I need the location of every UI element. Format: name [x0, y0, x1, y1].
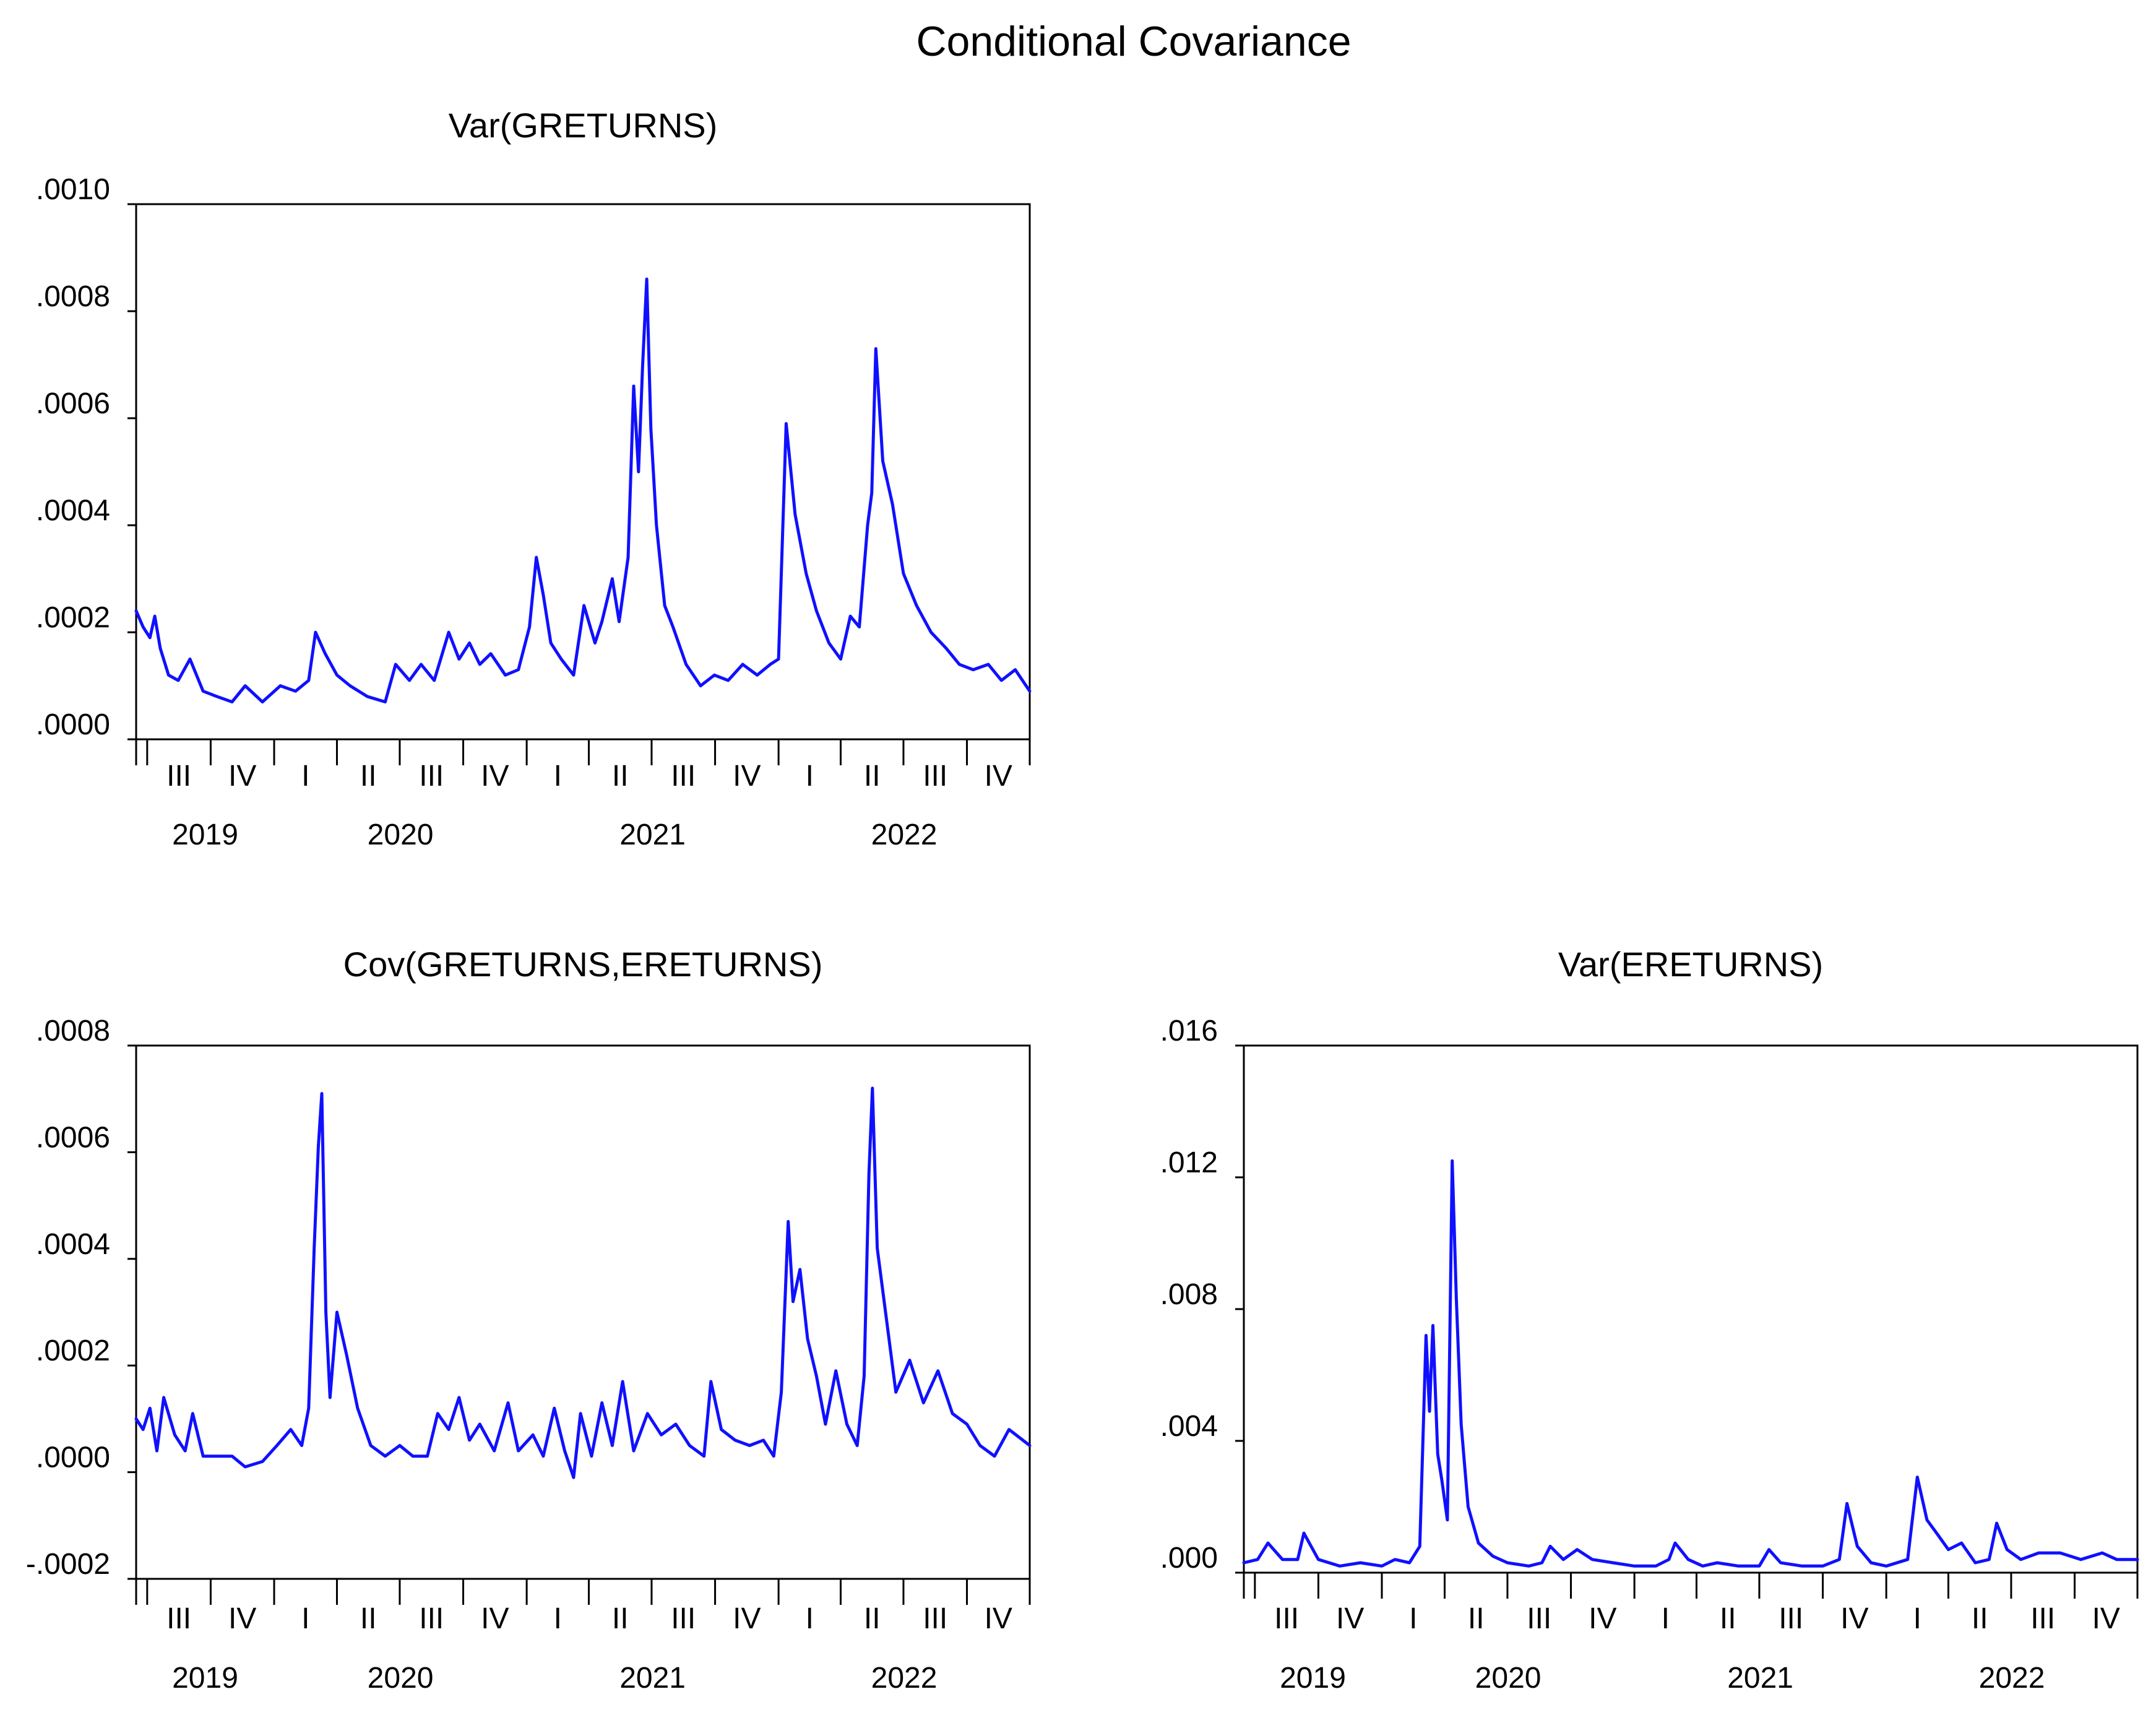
panel-title: Var(GRETURNS) — [449, 106, 718, 145]
y-tick-label: .0000 — [36, 1441, 110, 1474]
year-label: 2021 — [619, 1662, 686, 1695]
figure-title: Conditional Covariance — [916, 18, 1351, 65]
y-tick-label: .0008 — [36, 280, 110, 313]
quarter-label: IV — [2092, 1602, 2120, 1635]
year-label: 2019 — [172, 1662, 238, 1695]
quarter-label: II — [360, 760, 377, 793]
quarter-label: IV — [1589, 1602, 1616, 1635]
quarter-label: IV — [985, 1602, 1012, 1635]
y-tick-label: .008 — [1160, 1278, 1218, 1311]
series-line — [134, 1086, 1032, 1479]
series-line — [1242, 1159, 2139, 1568]
quarter-label: III — [166, 760, 191, 793]
quarter-label: II — [612, 760, 629, 793]
quarter-label: III — [419, 1602, 444, 1635]
quarter-label: II — [612, 1602, 629, 1635]
quarter-label: III — [166, 1602, 191, 1635]
y-tick-label: .004 — [1160, 1410, 1218, 1443]
cov-greturns-ereturns-panel: Cov(GRETURNS,ERETURNS) -.0002 .0000 .0002 .0… — [26, 945, 1032, 1695]
quarter-label: III — [923, 760, 947, 793]
quarter-label: IV — [481, 1602, 509, 1635]
quarter-label: I — [1913, 1602, 1921, 1635]
plot-frame — [135, 203, 1031, 741]
quarter-label: IV — [228, 760, 256, 793]
quarter-label: III — [671, 1602, 696, 1635]
quarter-label: I — [554, 760, 562, 793]
panel-title: Cov(GRETURNS,ERETURNS) — [343, 945, 823, 984]
year-label: 2022 — [871, 818, 938, 851]
year-label: 2020 — [1475, 1662, 1542, 1695]
series-line — [134, 277, 1032, 703]
quarter-label: II — [1468, 1602, 1485, 1635]
y-tick-label: .012 — [1160, 1146, 1218, 1179]
y-tick-label: .000 — [1160, 1542, 1218, 1575]
y-tick-label: .0004 — [36, 494, 110, 527]
quarter-label: IV — [228, 1602, 256, 1635]
quarter-label: I — [301, 1602, 309, 1635]
quarter-label: I — [301, 760, 309, 793]
y-tick-label: .0006 — [36, 1121, 110, 1154]
quarter-label: I — [1409, 1602, 1417, 1635]
year-label: 2019 — [1280, 1662, 1346, 1695]
y-tick-label: .016 — [1160, 1015, 1218, 1047]
y-tick-label: .0006 — [36, 387, 110, 420]
year-label: 2022 — [1979, 1662, 2045, 1695]
quarter-label: I — [806, 760, 814, 793]
quarter-label: III — [1527, 1602, 1551, 1635]
year-label: 2020 — [368, 818, 434, 851]
panel-title: Var(ERETURNS) — [1558, 945, 1823, 984]
plot-frame — [135, 1044, 1031, 1580]
plot-frame — [1243, 1044, 2139, 1574]
quarter-label: III — [671, 760, 696, 793]
var-greturns-panel: Var(GRETURNS) .0000 .0002 .0004 .0006 .0008 .0… — [36, 106, 1032, 851]
y-tick-label: .0000 — [36, 708, 110, 741]
quarter-label: II — [1720, 1602, 1736, 1635]
quarter-label: I — [806, 1602, 814, 1635]
quarter-label: IV — [733, 1602, 761, 1635]
year-label: 2019 — [172, 818, 238, 851]
quarter-label: II — [360, 1602, 377, 1635]
year-label: 2022 — [871, 1662, 938, 1695]
quarter-label: IV — [1840, 1602, 1868, 1635]
quarter-label: IV — [985, 760, 1012, 793]
y-tick-label: .0010 — [36, 173, 110, 206]
year-label: 2021 — [619, 818, 686, 851]
year-label: 2021 — [1727, 1662, 1793, 1695]
quarter-label: II — [864, 760, 881, 793]
quarter-label: I — [1662, 1602, 1670, 1635]
y-tick-label: .0002 — [36, 1334, 110, 1367]
quarter-label: III — [923, 1602, 947, 1635]
quarter-label: IV — [733, 760, 761, 793]
quarter-label: III — [419, 760, 444, 793]
quarter-label: IV — [481, 760, 509, 793]
quarter-label: III — [2030, 1602, 2055, 1635]
quarter-label: III — [1779, 1602, 1803, 1635]
y-tick-label: .0004 — [36, 1228, 110, 1261]
y-tick-label: .0002 — [36, 601, 110, 634]
quarter-label: III — [1274, 1602, 1299, 1635]
quarter-label: IV — [1336, 1602, 1364, 1635]
quarter-label: I — [554, 1602, 562, 1635]
y-tick-label: -.0002 — [26, 1548, 110, 1581]
y-tick-label: .0008 — [36, 1015, 110, 1047]
quarter-label: II — [864, 1602, 881, 1635]
year-label: 2020 — [368, 1662, 434, 1695]
quarter-label: II — [1972, 1602, 1988, 1635]
